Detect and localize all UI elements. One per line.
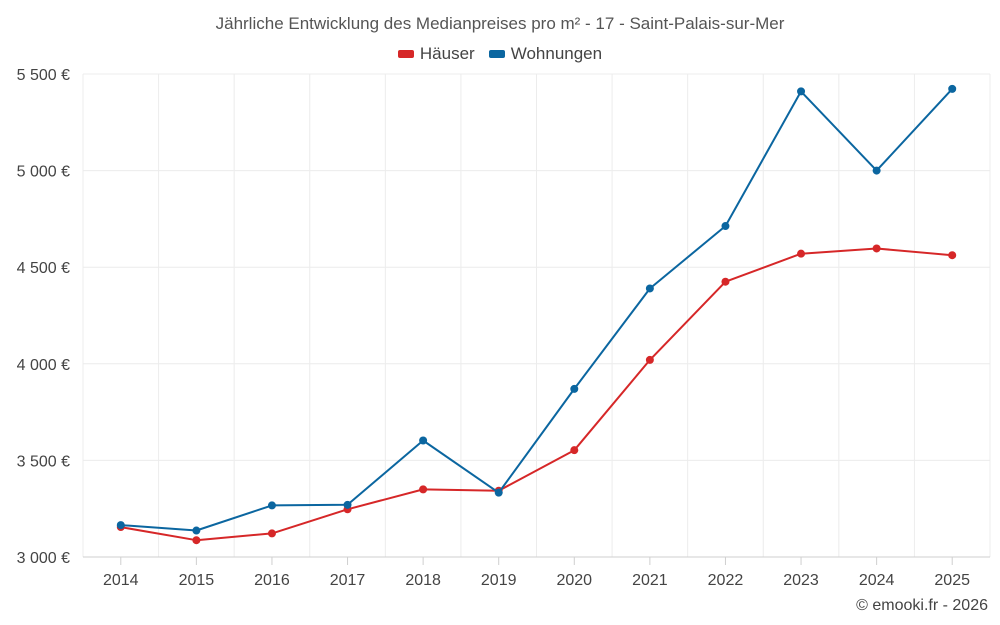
legend-swatch-haeuser <box>397 50 414 58</box>
x-tick-label: 2014 <box>103 572 139 589</box>
x-axis: 2014 2015 2016 2017 2018 2019 2020 2021 2022 2023… <box>103 557 970 589</box>
chart-legend: Häuser Wohnungen <box>0 44 1000 64</box>
y-tick-label: 5 000 € <box>17 164 70 181</box>
x-tick-label: 2016 <box>254 572 290 589</box>
y-tick-label: 3 500 € <box>17 453 70 470</box>
y-tick-label: 3 000 € <box>17 550 70 567</box>
data-point-wohnungen <box>192 526 201 535</box>
data-point-wohnungen <box>645 284 654 293</box>
data-point-haeuser <box>570 446 579 455</box>
data-point-wohnungen <box>948 84 957 93</box>
data-point-wohnungen <box>570 384 579 393</box>
x-tick-label: 2019 <box>481 572 517 589</box>
x-tick-label: 2022 <box>708 572 744 589</box>
data-point-wohnungen <box>267 501 276 510</box>
x-tick-label: 2015 <box>179 572 215 589</box>
data-point-wohnungen <box>721 222 730 231</box>
data-point-wohnungen <box>494 488 503 497</box>
series-line-wohnungen <box>120 88 953 532</box>
chart-title: Jährliche Entwicklung des Medianpreises … <box>215 14 785 33</box>
legend-item-haeuser[interactable]: Häuser <box>397 44 475 64</box>
data-point-haeuser <box>419 485 428 494</box>
y-tick-label: 5 500 € <box>17 67 70 84</box>
legend-label-haeuser: Häuser <box>419 44 475 63</box>
y-tick-label: 4 500 € <box>17 260 70 277</box>
data-point-wohnungen <box>872 166 881 175</box>
series-line-haeuser <box>120 247 953 542</box>
x-tick-label: 2021 <box>632 572 668 589</box>
data-point-haeuser <box>721 277 730 286</box>
data-point-haeuser <box>948 251 957 260</box>
x-tick-label: 2025 <box>934 572 970 589</box>
x-tick-label: 2020 <box>556 572 592 589</box>
data-point-haeuser <box>645 355 654 364</box>
data-point-wohnungen <box>343 500 352 509</box>
data-point-wohnungen <box>797 87 806 96</box>
x-tick-label: 2018 <box>405 572 441 589</box>
y-tick-label: 4 000 € <box>17 357 70 374</box>
x-tick-label: 2017 <box>330 572 366 589</box>
data-point-haeuser <box>267 529 276 538</box>
x-tick-label: 2023 <box>783 572 819 589</box>
credit-text: © emooki.fr - 2026 <box>856 597 988 614</box>
x-tick-label: 2024 <box>859 572 895 589</box>
data-point-haeuser <box>192 536 201 545</box>
data-point-haeuser <box>797 249 806 258</box>
legend-label-wohnungen: Wohnungen <box>510 44 603 63</box>
y-axis: 3 000 € 3 500 € 4 000 € 4 500 € 5 000 € 5 500… <box>17 67 70 567</box>
chart-series <box>116 84 957 545</box>
legend-item-wohnungen[interactable]: Wohnungen <box>488 44 603 64</box>
legend-swatch-wohnungen <box>488 50 505 58</box>
chart-grid <box>82 73 991 558</box>
data-point-haeuser <box>872 244 881 253</box>
data-point-wohnungen <box>116 521 125 530</box>
data-point-wohnungen <box>419 436 428 445</box>
